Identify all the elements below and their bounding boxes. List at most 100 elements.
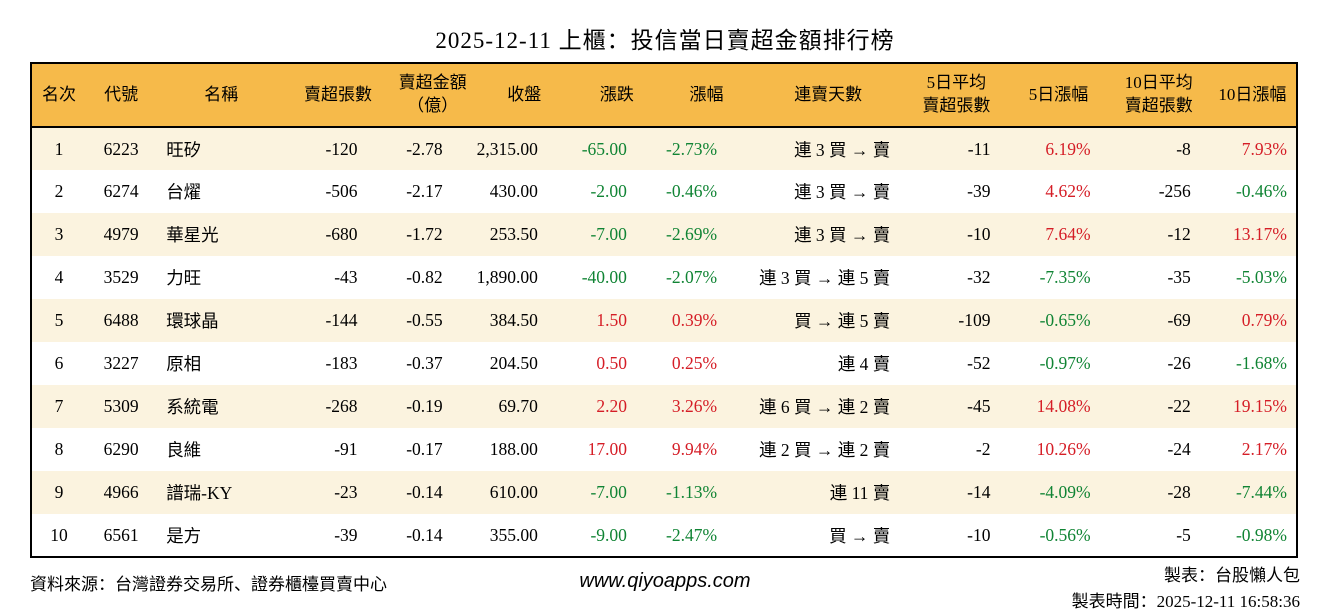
cell: -7.00	[590, 224, 627, 244]
cell: -0.14	[406, 482, 443, 502]
cell: 4	[54, 267, 64, 287]
table-header: 名次 代號 名稱 賣超張數 賣超金額 （億） 收盤 漲跌 漲幅 連賣天數 5日平均 賣超張數 5日漲…	[31, 63, 1297, 128]
cell: -2.47%	[666, 524, 718, 545]
maker-label: 製表：台股懶人包	[1164, 566, 1300, 585]
header-row: 名次 代號 名稱 賣超張數 賣超金額 （億） 收盤 漲跌 漲幅 連賣天數 5日平均 賣超張數 5日漲…	[31, 63, 1297, 128]
cell: 台燿	[166, 182, 202, 202]
cell: 7.93%	[1241, 138, 1287, 159]
cell: -1.13%	[666, 482, 718, 502]
page-title: 2025-12-11 上櫃：投信當日賣超金額排行榜	[435, 28, 895, 53]
cell: 0.39%	[671, 310, 718, 330]
cell: 430.00	[489, 181, 538, 201]
footer: 資料來源：台灣證券交易所、證券櫃檯買賣中心 www.qiyoapps.com 製…	[30, 563, 1300, 612]
cell: -65.00	[581, 138, 627, 159]
cell: 9	[54, 482, 64, 502]
cell: 7.64%	[1045, 224, 1091, 244]
table-row: 5 6488 環球晶 -144 -0.55 384.50 1.50 0.39% 買 → 連 5 …	[31, 299, 1297, 342]
cell: 204.50	[489, 353, 538, 373]
column-header: 漲幅	[660, 63, 753, 128]
cell: -9.00	[590, 524, 627, 545]
cell: 旺矽	[166, 139, 202, 160]
column-header: 5日漲幅	[1008, 63, 1109, 128]
cell: 17.00	[587, 439, 627, 459]
cell: -2.73%	[666, 138, 718, 159]
cell: -24	[1167, 439, 1191, 459]
cell: 8	[54, 439, 64, 459]
cell: -91	[334, 439, 358, 459]
cell: 連 3 買 → 連 5 賣	[759, 268, 891, 288]
cell: 69.70	[498, 396, 538, 416]
cell: -7.00	[590, 482, 627, 502]
cell: -0.17	[406, 439, 443, 459]
cell: -0.19	[406, 396, 443, 416]
cell: -11	[967, 138, 991, 159]
cell: 9.94%	[671, 439, 718, 459]
cell: -35	[1167, 267, 1191, 287]
cell: 連 3 買 → 賣	[794, 182, 891, 202]
cell: -43	[334, 267, 358, 287]
cell: -256	[1158, 181, 1191, 201]
cell: 6	[54, 353, 64, 373]
cell: -1.68%	[1235, 353, 1287, 373]
cell: 華星光	[166, 225, 219, 245]
cell: 3227	[103, 353, 139, 373]
cell: -40.00	[581, 267, 627, 287]
cell: 連 11 賣	[829, 483, 891, 503]
cell: -2.00	[590, 181, 627, 201]
cell: 力旺	[166, 268, 202, 288]
column-header: 10日平均 賣超張數	[1108, 63, 1209, 128]
cell: 1	[54, 138, 64, 159]
table-row: 10 6561 是方 -39 -0.14 355.00 -9.00 -2.47% 買 → 賣 -1…	[31, 514, 1297, 557]
cell: -2.17	[406, 181, 443, 201]
cell: 10	[50, 524, 68, 545]
cell: 原相	[166, 354, 202, 374]
cell: -69	[1167, 310, 1191, 330]
cell: 買 → 連 5 賣	[794, 311, 891, 331]
cell: 19.15%	[1233, 396, 1287, 416]
table-row: 2 6274 台燿 -506 -2.17 430.00 -2.00 -0.46% 連 3 買 →…	[31, 170, 1297, 213]
cell: 610.00	[489, 482, 538, 502]
cell: -23	[334, 482, 358, 502]
cell: -144	[325, 310, 358, 330]
cell: -28	[1167, 482, 1191, 502]
cell: 4.62%	[1045, 181, 1091, 201]
cell: -4.09%	[1039, 482, 1091, 502]
cell: -0.46%	[1235, 181, 1287, 201]
column-header: 漲跌	[572, 63, 661, 128]
table-row: 7 5309 系統電 -268 -0.19 69.70 2.20 3.26% 連 6 買 → 連…	[31, 385, 1297, 428]
cell: -1.72	[406, 224, 443, 244]
cell: 6488	[103, 310, 139, 330]
made-time-label: 製表時間：2025-12-11 16:58:36	[1071, 592, 1300, 611]
column-header: 5日平均 賣超張數	[904, 63, 1009, 128]
table-row: 1 6223 旺矽 -120 -2.78 2,315.00 -65.00 -2.73% 連 3 …	[31, 127, 1297, 170]
cell: -22	[1167, 396, 1191, 416]
cell: 4966	[103, 482, 139, 502]
cell: -12	[1167, 224, 1191, 244]
column-header: 收盤	[475, 63, 573, 128]
cell: -0.65%	[1039, 310, 1091, 330]
cell: -0.46%	[666, 181, 718, 201]
cell: -32	[967, 267, 991, 287]
cell: -0.37	[406, 353, 443, 373]
table-row: 9 4966 譜瑞-KY -23 -0.14 610.00 -7.00 -1.13% 連 11 …	[31, 471, 1297, 514]
cell: -109	[958, 310, 991, 330]
cell: -2	[975, 439, 991, 459]
cell: -0.56%	[1039, 524, 1091, 545]
cell: 7	[54, 396, 64, 416]
cell: 1.50	[596, 310, 627, 330]
cell: -7.44%	[1235, 482, 1287, 502]
cell: -39	[334, 524, 358, 545]
cell: 系統電	[166, 397, 219, 417]
cell: 253.50	[489, 224, 538, 244]
cell: -10	[967, 224, 991, 244]
cell: -26	[1167, 353, 1191, 373]
cell: 3	[54, 224, 64, 244]
cell: -2.69%	[666, 224, 718, 244]
cell: -45	[967, 396, 991, 416]
column-header: 連賣天數	[752, 63, 905, 128]
cell: 2.17%	[1241, 439, 1287, 459]
cell: 188.00	[489, 439, 538, 459]
website-url: www.qiyoapps.com	[579, 570, 751, 592]
cell: 譜瑞-KY	[166, 483, 233, 503]
